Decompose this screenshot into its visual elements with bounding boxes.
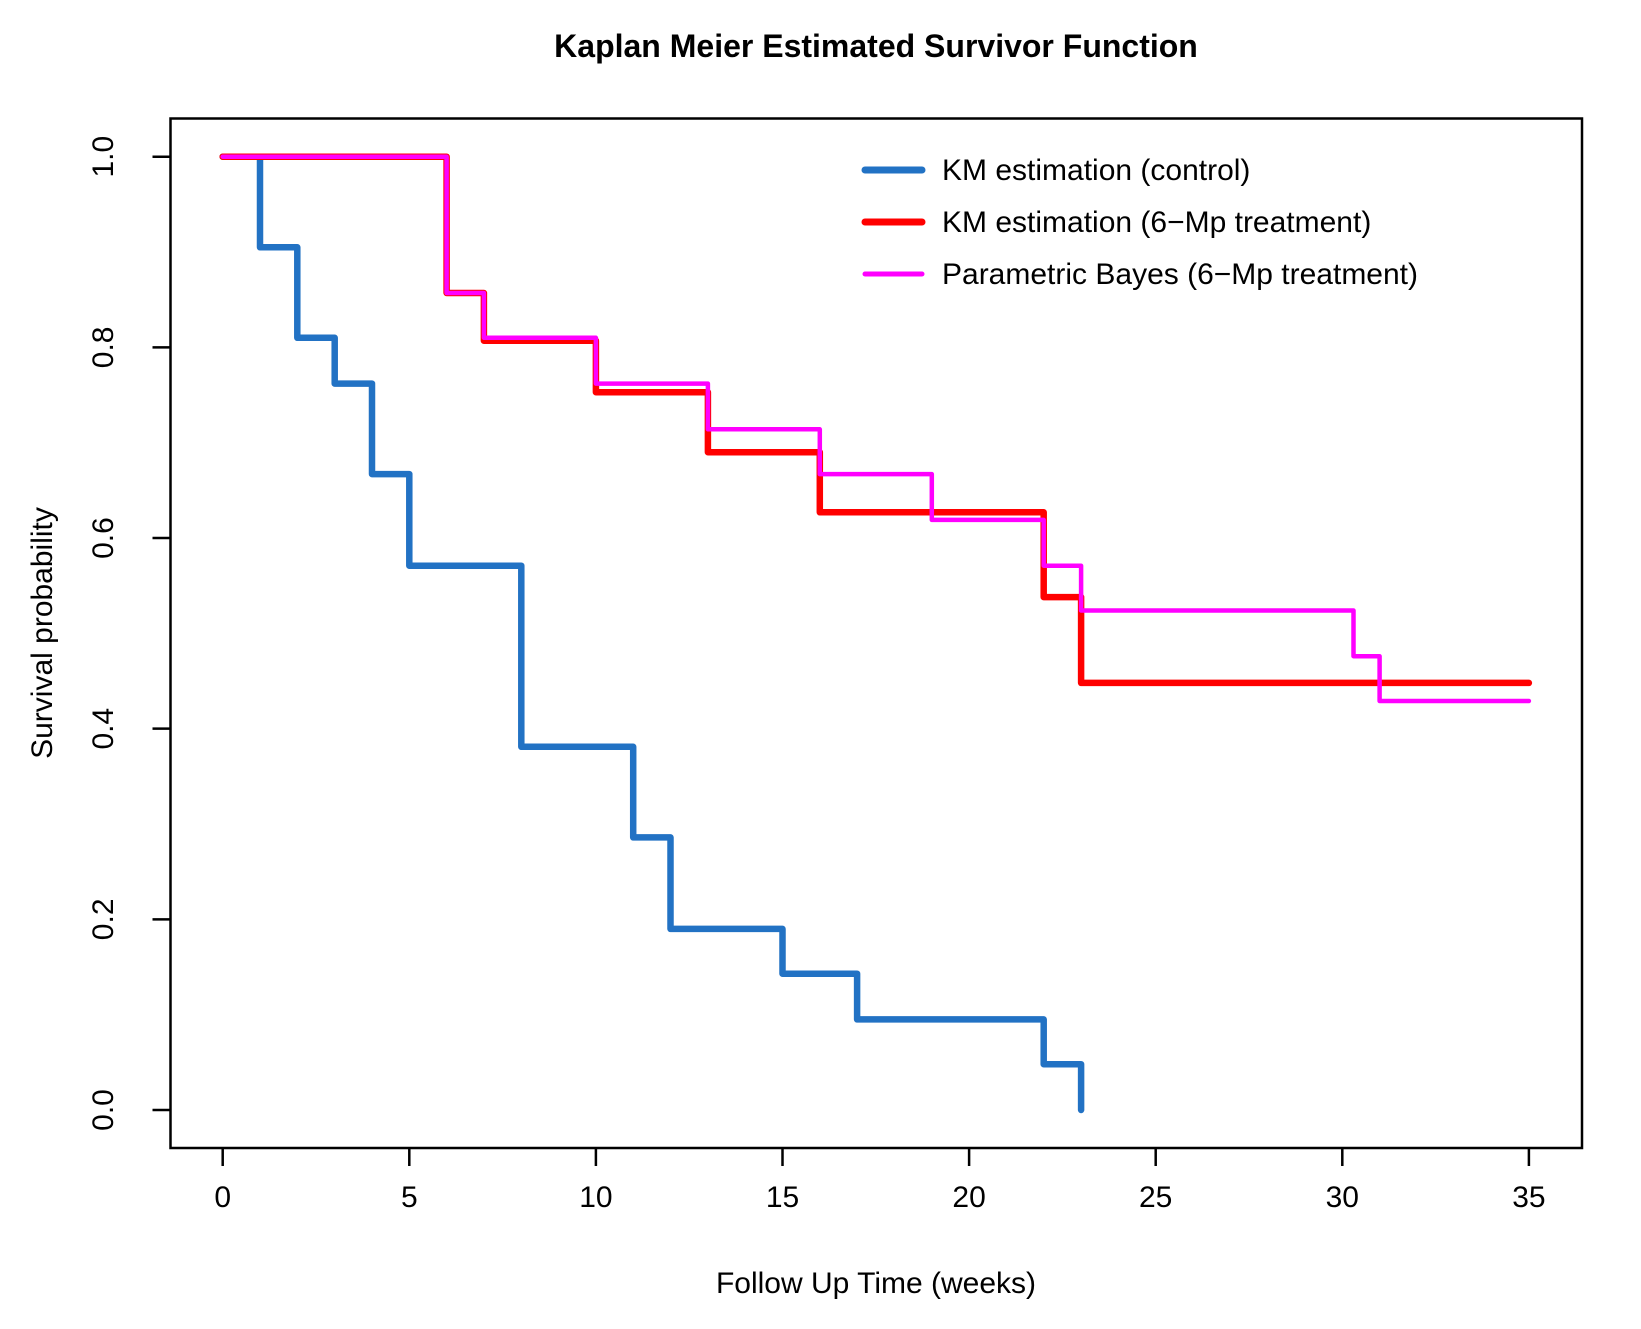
legend-entry-label: KM estimation (control) xyxy=(942,154,1250,187)
chart-title: Kaplan Meier Estimated Survivor Function xyxy=(554,28,1198,64)
x-tick-label: 5 xyxy=(401,1181,418,1214)
series-curve xyxy=(220,154,1532,704)
series-curves xyxy=(219,153,1533,1114)
legend-entry-label: KM estimation (6−Mp treatment) xyxy=(942,206,1371,239)
y-axis-title: Survival probability xyxy=(26,507,59,759)
y-tick-label: 0.6 xyxy=(87,517,120,559)
x-axis: 0 5 10 15 20 25 30 35 xyxy=(214,1148,1546,1214)
plot-box xyxy=(169,117,1584,1150)
y-axis: 0.0 0.2 0.4 0.6 0.8 1.0 xyxy=(87,136,171,1131)
series-curve xyxy=(219,153,1085,1114)
y-tick-label: 1.0 xyxy=(87,136,120,178)
x-tick-label: 30 xyxy=(1326,1181,1359,1214)
legend: KM estimation (control) KM estimation (6−… xyxy=(861,154,1418,291)
x-tick-label: 25 xyxy=(1139,1181,1172,1214)
x-tick-label: 0 xyxy=(214,1181,231,1214)
y-tick-label: 0.0 xyxy=(87,1089,120,1131)
x-tick-label: 15 xyxy=(766,1181,799,1214)
x-tick-label: 10 xyxy=(579,1181,612,1214)
x-tick-label: 20 xyxy=(952,1181,985,1214)
y-tick-label: 0.2 xyxy=(87,898,120,940)
y-tick-label: 0.8 xyxy=(87,327,120,369)
y-tick-label: 0.4 xyxy=(87,708,120,750)
x-axis-title: Follow Up Time (weeks) xyxy=(716,1267,1036,1300)
x-tick-label: 35 xyxy=(1512,1181,1545,1214)
legend-entry-label: Parametric Bayes (6−Mp treatment) xyxy=(942,258,1418,291)
